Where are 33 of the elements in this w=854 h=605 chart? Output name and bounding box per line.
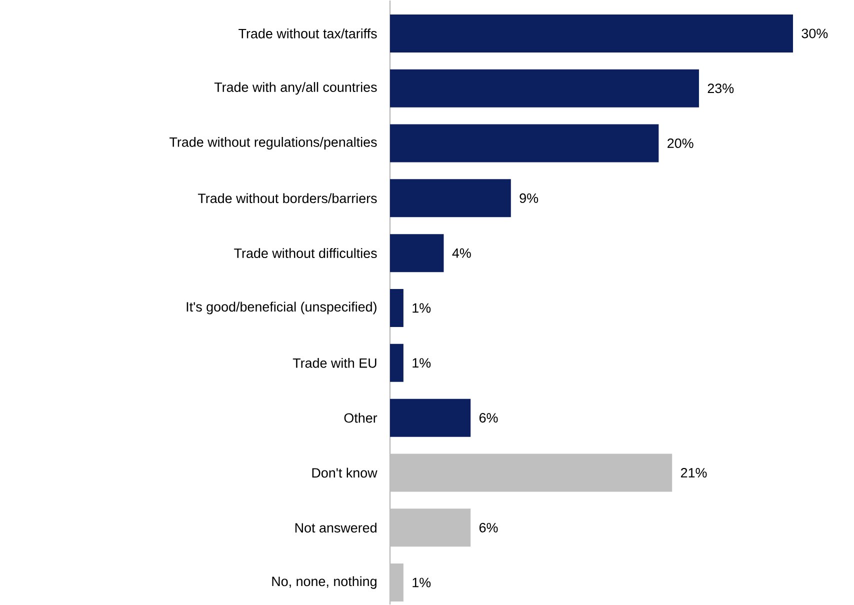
bar: [390, 344, 404, 382]
bar: [390, 288, 404, 327]
y-tick-label: It's good/beneficial (unspecified): [186, 302, 376, 314]
data-label: 9%: [520, 193, 538, 203]
data-label: 6%: [479, 522, 498, 532]
y-tick-label: Trade with EU: [292, 358, 376, 368]
y-tick-label: Not answered: [295, 522, 376, 533]
bar: [390, 14, 794, 52]
data-label: 30%: [802, 28, 828, 38]
y-tick-label: Don't know: [312, 468, 378, 478]
data-label: 20%: [668, 138, 694, 148]
bar: [390, 454, 672, 492]
data-label: 6%: [479, 413, 498, 423]
bar: [390, 69, 699, 108]
y-tick-label: Other: [344, 412, 378, 423]
bar: [390, 508, 471, 547]
y-tick-label: Trade without borders/barriers: [198, 193, 377, 204]
y-tick-label: Trade without regulations/penalties: [170, 136, 377, 150]
y-tick-label: Trade with any/all countries: [214, 82, 377, 95]
y-tick-label: Trade without difficulties: [234, 248, 377, 258]
bar: [390, 564, 404, 602]
data-label: 4%: [452, 248, 471, 258]
y-tick-label: No, none, nothing: [272, 576, 376, 589]
data-label: 1%: [412, 578, 431, 588]
data-label: 21%: [680, 468, 707, 478]
bar: [390, 234, 444, 272]
bar: [390, 398, 471, 437]
bar: [390, 179, 511, 218]
y-tick-label: Trade without tax/tariffs: [238, 28, 377, 38]
data-label: 23%: [708, 84, 734, 94]
data-label: 1%: [412, 358, 431, 368]
bar: [390, 124, 659, 162]
data-label: 1%: [412, 303, 431, 313]
